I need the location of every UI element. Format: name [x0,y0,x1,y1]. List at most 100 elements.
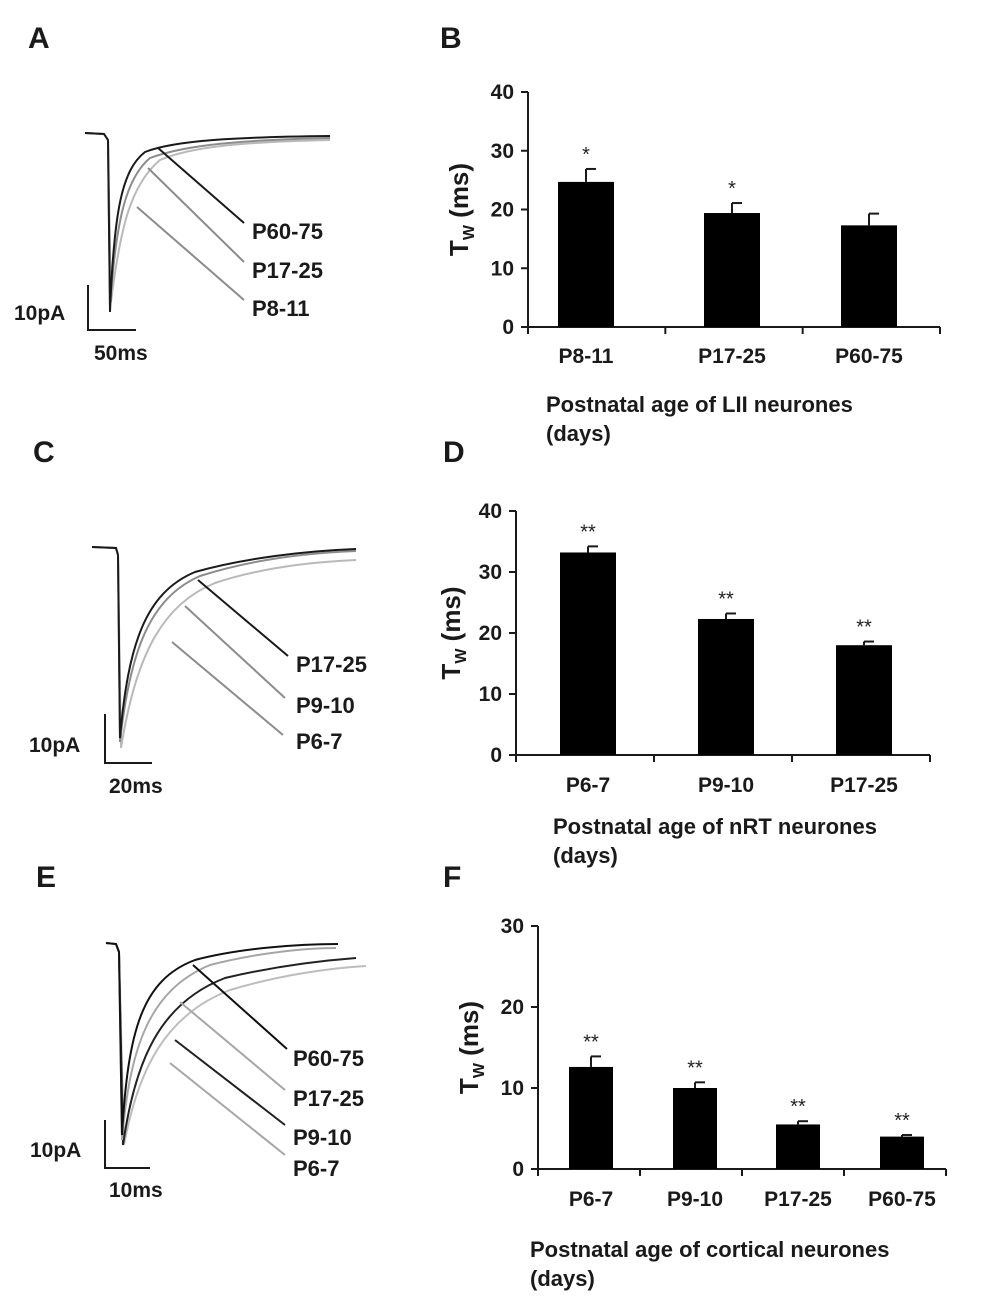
x-category-label-d: P6-7 [566,774,610,797]
bar-chart-d: 0 10 20 30 40 ** P6-7 ** P9-10 ** P17-25 TW (ms) Pos… [436,500,931,868]
scale-x-label-c: 20ms [109,775,163,798]
trace-panel-e: P60-75 P17-25 P9-10 P6-7 10pA 10ms [30,942,367,1202]
bar-f-p6-7 [569,1066,613,1169]
trace-label-e-p9-10: P9-10 [293,1125,352,1150]
x-axis-label-f: Postnatal age of cortical neurones [530,1237,889,1262]
y-tick-label-d: 10 [479,683,502,706]
panel-label-e: E [36,861,56,894]
y-tick-label-f: 0 [512,1158,524,1181]
trace-label-c-p17-25: P17-25 [296,652,367,677]
trace-label-c-p9-10: P9-10 [296,693,355,718]
scale-bar-a [87,285,136,331]
significance-marker-f: ** [790,1096,806,1118]
trace-c-p9-10 [91,546,357,743]
x-axis-label-b: Postnatal age of LII neurones [546,392,853,417]
bar-chart-f: 0 10 20 30 ** P6-7 ** P9-10 ** P17-25 ** P60-75 TW (… [454,915,947,1291]
scale-x-label-e: 10ms [109,1179,163,1202]
panel-label-c: C [33,436,55,469]
x-axis-label-units-f: (days) [530,1266,595,1291]
trace-e-p17-25 [105,942,337,1141]
scale-bar-e [104,1120,150,1169]
trace-e-p60-75 [105,942,339,1136]
x-category-label-f: P6-7 [569,1188,613,1211]
panel-label-a: A [28,22,50,55]
scale-y-label-c: 10pA [29,734,80,757]
y-tick-label-f: 20 [501,996,524,1019]
trace-a-p8-11 [84,132,331,303]
x-category-label-b: P17-25 [698,345,766,368]
trace-c-p6-7 [91,546,357,749]
y-axis-label-b: TW (ms) [444,163,478,256]
y-tick-label-d: 40 [479,500,502,523]
panel-label-d: D [443,436,465,469]
x-axis-label-d: Postnatal age of nRT neurones [553,814,877,839]
significance-marker-d: ** [580,521,596,543]
pointer-e-p17-25 [179,1001,286,1091]
y-tick-label-b: 30 [491,140,514,163]
scale-y-label-a: 10pA [14,302,65,325]
significance-marker-b: * [582,144,590,166]
trace-e-p9-10 [105,942,357,1146]
trace-panel-c: P17-25 P9-10 P6-7 10pA 20ms [29,546,367,798]
trace-label-a-p17-25: P17-25 [252,258,323,283]
significance-marker-d: ** [856,617,872,639]
x-axis-label-units-b: (days) [546,421,611,446]
scale-y-label-e: 10pA [30,1139,81,1162]
pointer-c-p9-10 [184,605,286,699]
y-tick-label-b: 40 [491,81,514,104]
pointer-e-p60-75 [192,964,288,1050]
pointer-a-p17-25 [147,167,245,263]
x-category-label-f: P60-75 [868,1188,936,1211]
bar-d-p6-7 [560,552,616,755]
significance-marker-d: ** [718,588,734,610]
y-tick-label-b: 0 [502,316,514,339]
trace-panel-a: P60-75 P17-25 P8-11 10pA 50ms [14,132,331,365]
x-axis-label-units-d: (days) [553,843,618,868]
significance-marker-f: ** [583,1031,599,1053]
bar-d-p9-10 [698,618,754,755]
scale-x-label-a: 50ms [94,342,148,365]
x-category-label-f: P17-25 [764,1188,832,1211]
significance-marker-b: * [728,178,736,200]
panel-label-f: F [443,861,461,894]
bar-d-p17-25 [836,645,892,755]
pointer-a-p8-11 [136,206,245,301]
trace-label-e-p6-7: P6-7 [293,1156,339,1181]
y-tick-label-d: 30 [479,561,502,584]
y-tick-label-b: 10 [491,257,514,280]
trace-label-e-p17-25: P17-25 [293,1086,364,1111]
significance-marker-f: ** [687,1057,703,1079]
bar-f-p17-25 [776,1124,820,1169]
pointer-a-p60-75 [157,147,245,224]
panel-label-b: B [440,22,462,55]
trace-label-e-p60-75: P60-75 [293,1046,364,1071]
y-tick-label-d: 20 [479,622,502,645]
x-category-label-d: P17-25 [830,774,898,797]
bar-f-p9-10 [673,1088,717,1169]
trace-label-c-p6-7: P6-7 [296,729,342,754]
y-tick-label-b: 20 [491,199,514,222]
trace-e-p6-7 [105,942,367,1146]
bar-chart-b: 0 10 20 30 40 * P8-11 * P17-25 P60-75 TW (ms) Postn… [444,81,941,446]
y-axis-label-f: TW (ms) [454,1001,488,1094]
x-category-label-d: P9-10 [698,774,754,797]
pointer-c-p17-25 [197,579,289,657]
trace-a-p60-75 [84,132,331,313]
pointer-e-p6-7 [169,1062,286,1156]
pointer-e-p9-10 [174,1039,286,1126]
bar-f-p60-75 [880,1136,924,1169]
significance-marker-f: ** [894,1110,910,1132]
y-tick-label-f: 30 [501,915,524,938]
trace-label-a-p60-75: P60-75 [252,219,323,244]
y-axis-label-d: TW (ms) [436,586,470,679]
x-category-label-f: P9-10 [667,1188,723,1211]
scale-bar-c [104,714,152,764]
trace-label-a-p8-11: P8-11 [252,296,310,321]
trace-c-p17-25 [91,546,357,739]
bar-b-p17-25 [704,213,760,327]
x-category-label-b: P8-11 [559,345,614,368]
bar-b-p8-11 [558,181,614,327]
y-tick-label-d: 0 [490,744,502,767]
x-category-label-b: P60-75 [835,345,903,368]
